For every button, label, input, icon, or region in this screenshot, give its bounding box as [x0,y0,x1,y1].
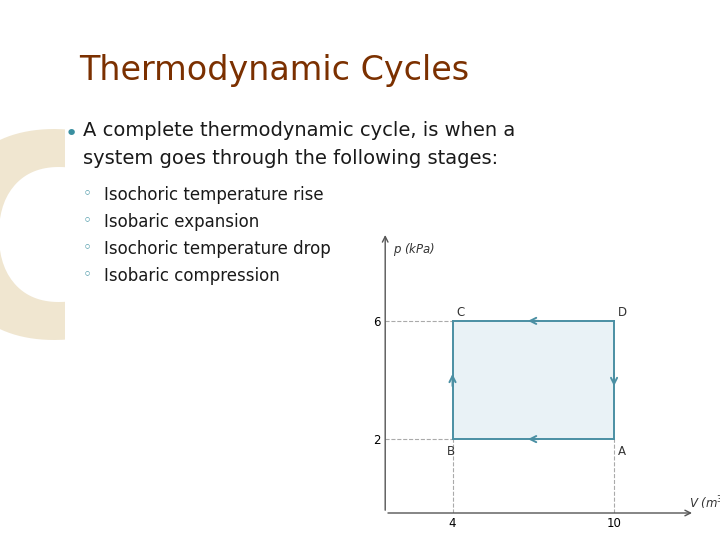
Text: $p$ (kPa): $p$ (kPa) [393,241,436,258]
Text: ◦: ◦ [83,267,92,282]
Text: ◦: ◦ [83,213,92,228]
Text: Isochoric temperature rise: Isochoric temperature rise [104,186,324,204]
Bar [452,321,614,439]
Text: A complete thermodynamic cycle, is when a: A complete thermodynamic cycle, is when … [83,122,515,140]
Text: Isochoric temperature drop: Isochoric temperature drop [104,240,331,258]
Text: Isobaric expansion: Isobaric expansion [104,213,260,231]
Text: Thermodynamic Cycles: Thermodynamic Cycles [79,54,469,87]
Text: C: C [0,124,135,394]
Text: C: C [456,306,465,319]
Text: Isobaric compression: Isobaric compression [104,267,280,285]
Text: $V$ (m$^3$): $V$ (m$^3$) [690,494,720,511]
Text: •: • [65,124,78,144]
Text: A: A [618,446,626,458]
Text: ◦: ◦ [83,186,92,201]
Text: ◦: ◦ [83,240,92,255]
Text: D: D [618,306,627,319]
Text: B: B [447,446,455,458]
Text: system goes through the following stages:: system goes through the following stages… [83,148,498,167]
